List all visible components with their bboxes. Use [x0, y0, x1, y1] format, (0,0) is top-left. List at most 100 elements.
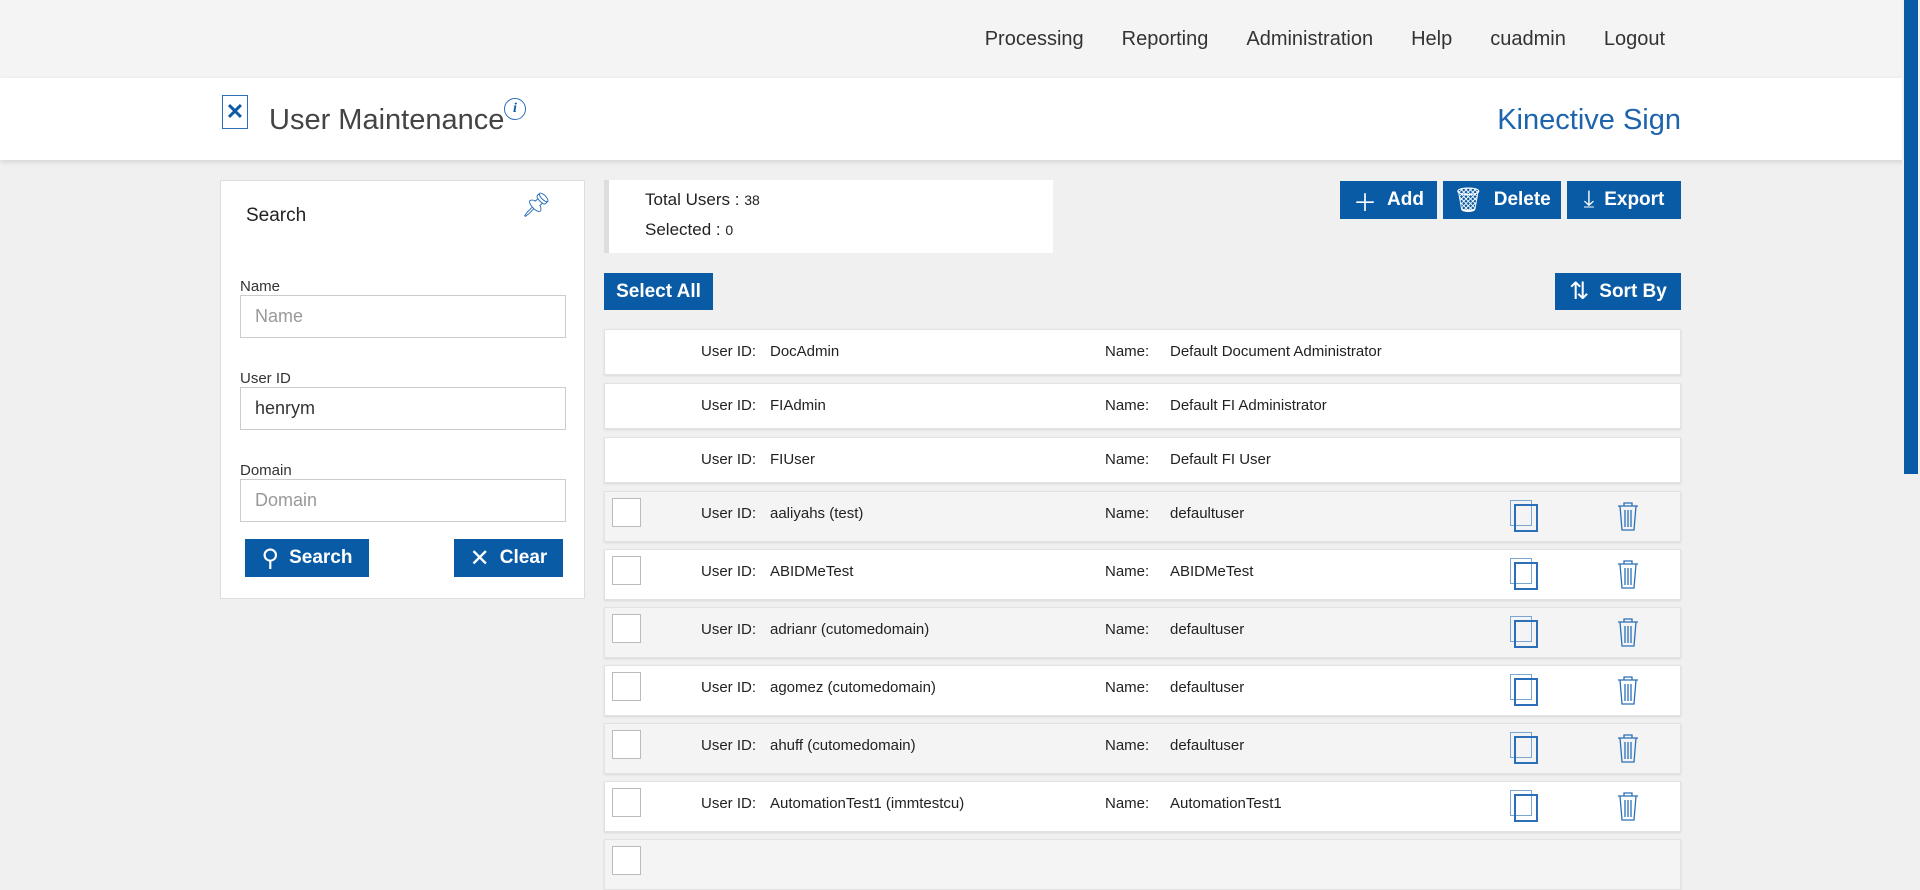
clear-button[interactable]: ✕ Clear: [454, 539, 563, 577]
nav-item[interactable]: Reporting: [1121, 28, 1209, 50]
search-icon: ⚲: [261, 544, 280, 572]
delete-button-label: Delete: [1493, 189, 1551, 210]
copy-icon[interactable]: [1510, 790, 1538, 822]
domain-label: Domain: [240, 462, 292, 479]
search-panel-title: Search: [246, 205, 307, 226]
scrollbar-thumb[interactable]: [1904, 0, 1918, 474]
export-button-label: Export: [1604, 189, 1665, 210]
info-icon[interactable]: i: [504, 98, 526, 120]
add-button-label: Add: [1387, 189, 1424, 210]
search-panel: Search 📌︎ Name User ID Domain ⚲ Search ✕ C…: [220, 180, 585, 599]
user-id-label: User ID:: [701, 679, 757, 696]
clear-button-label: Clear: [499, 547, 548, 568]
plus-icon: ＋: [1353, 189, 1378, 217]
user-row[interactable]: User ID: ahuff (cutomedomain) Name: default…: [604, 723, 1681, 774]
user-row[interactable]: User ID: agomez (cutomedomain) Name: defaul…: [604, 665, 1681, 716]
copy-icon[interactable]: [1510, 558, 1538, 590]
user-row[interactable]: User ID: adrianr (cutomedomain) Name: defau…: [604, 607, 1681, 658]
name-label: Name:: [1105, 451, 1150, 468]
total-users: Total Users : 38: [645, 190, 760, 210]
page-header: ✕ User Maintenance i Kinective Sign: [0, 78, 1920, 160]
scrollbar[interactable]: [1902, 0, 1920, 847]
trash-icon[interactable]: [1615, 500, 1641, 532]
copy-icon[interactable]: [1510, 616, 1538, 648]
nav-item[interactable]: Help: [1411, 28, 1453, 50]
row-checkbox[interactable]: [612, 498, 641, 527]
page-title: User Maintenance: [269, 104, 505, 136]
trash-icon[interactable]: [1615, 558, 1641, 590]
user-id-label: User ID:: [701, 397, 757, 414]
nav-item[interactable]: cuadmin: [1490, 28, 1566, 50]
user-id-value: adrianr (cutomedomain): [770, 621, 930, 638]
name-label: Name:: [1105, 737, 1150, 754]
export-button[interactable]: ⤓ Export: [1567, 181, 1681, 219]
copy-icon[interactable]: [1510, 500, 1538, 532]
user-row[interactable]: User ID: aaliyahs (test) Name: defaultuser: [604, 491, 1681, 542]
total-users-value: 38: [744, 192, 760, 208]
trash-icon[interactable]: [1615, 674, 1641, 706]
domain-input[interactable]: [240, 479, 566, 522]
trash-icon[interactable]: [1615, 790, 1641, 822]
user-id-value: ahuff (cutomedomain): [770, 737, 916, 754]
name-value: Default Document Administrator: [1170, 343, 1382, 360]
user-id-value: aaliyahs (test): [770, 505, 864, 522]
top-nav: Processing Reporting Administration Help cua…: [0, 0, 1920, 78]
userid-label: User ID: [240, 370, 291, 387]
name-label: Name:: [1105, 505, 1150, 522]
name-label: Name:: [1105, 343, 1150, 360]
name-value: AutomationTest1: [1170, 795, 1282, 812]
user-id-value: ABIDMeTest: [770, 563, 854, 580]
user-row[interactable]: User ID: DocAdmin Name: Default Document Ad…: [604, 329, 1681, 375]
name-label: Name:: [1105, 621, 1150, 638]
brand-name: Kinective Sign: [1497, 104, 1681, 136]
row-checkbox[interactable]: [612, 846, 641, 875]
name-value: defaultuser: [1170, 737, 1245, 754]
row-checkbox[interactable]: [612, 788, 641, 817]
nav-item[interactable]: Administration: [1246, 28, 1374, 50]
user-row[interactable]: User ID: AutomationTest1 (immtestcu) Name:…: [604, 781, 1681, 832]
name-value: defaultuser: [1170, 679, 1245, 696]
copy-icon[interactable]: [1510, 732, 1538, 764]
name-value: defaultuser: [1170, 621, 1245, 638]
user-id-label: User ID:: [701, 451, 757, 468]
search-button[interactable]: ⚲ Search: [245, 539, 369, 577]
select-all-label: Select All: [616, 280, 701, 302]
userid-input[interactable]: [240, 387, 566, 430]
download-icon: ⤓: [1583, 186, 1595, 213]
row-checkbox[interactable]: [612, 556, 641, 585]
user-row[interactable]: User ID: ABIDMeTest Name: ABIDMeTest: [604, 549, 1681, 600]
trash-icon[interactable]: [1615, 616, 1641, 648]
selected-value: 0: [725, 222, 734, 238]
sort-icon: ⇅: [1569, 278, 1590, 305]
sort-by-button[interactable]: ⇅ Sort By: [1555, 273, 1681, 310]
user-row[interactable]: User ID: FIAdmin Name: Default FI Administr…: [604, 383, 1681, 429]
pin-icon[interactable]: 📌︎: [521, 192, 552, 219]
user-id-value: DocAdmin: [770, 343, 840, 360]
user-id-value: agomez (cutomedomain): [770, 679, 936, 696]
trash-icon[interactable]: [1615, 732, 1641, 764]
user-id-label: User ID:: [701, 563, 757, 580]
user-id-value: AutomationTest1 (immtestcu): [770, 795, 965, 812]
name-input[interactable]: [240, 295, 566, 338]
row-checkbox[interactable]: [612, 730, 641, 759]
row-checkbox[interactable]: [612, 672, 641, 701]
selected-count: Selected : 0: [645, 220, 733, 240]
delete-button[interactable]: 🗑︎ Delete: [1443, 181, 1561, 219]
select-all-button[interactable]: Select All: [604, 273, 713, 310]
user-row[interactable]: User ID: FIUser Name: Default FI User: [604, 437, 1681, 483]
nav-item[interactable]: Processing: [984, 28, 1084, 50]
add-button[interactable]: ＋ Add: [1340, 181, 1437, 219]
row-checkbox[interactable]: [612, 614, 641, 643]
stats-box: Total Users : 38 Selected : 0: [604, 180, 1053, 253]
name-value: defaultuser: [1170, 505, 1245, 522]
sort-by-label: Sort By: [1599, 280, 1667, 302]
nav-item[interactable]: Logout: [1603, 28, 1665, 50]
copy-icon[interactable]: [1510, 674, 1538, 706]
close-icon: ✕: [469, 544, 490, 572]
name-label: Name: [240, 278, 281, 295]
user-id-label: User ID:: [701, 737, 757, 754]
user-id-label: User ID:: [701, 343, 757, 360]
user-maintenance-icon: ✕: [222, 95, 248, 129]
user-id-label: User ID:: [701, 621, 757, 638]
selected-label: Selected :: [645, 220, 721, 239]
